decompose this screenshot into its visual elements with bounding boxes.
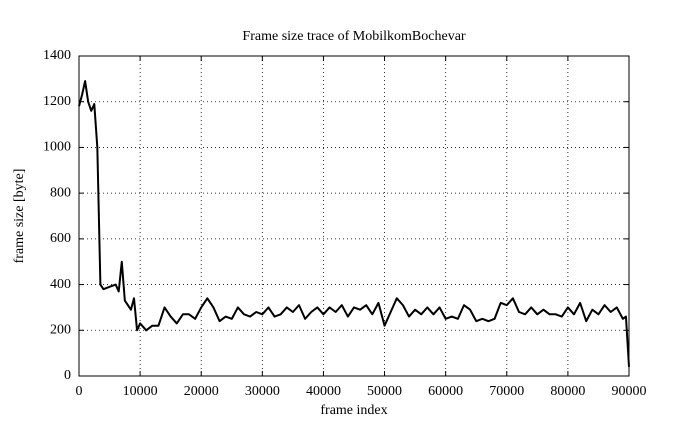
y-tick-label: 0 [64,368,71,383]
x-tick-label: 70000 [489,384,524,399]
data-line [78,80,630,367]
chart-title: Frame size trace of MobilkomBochevar [242,29,465,44]
x-tick-label: 20000 [184,384,219,399]
y-tick-label: 600 [50,231,71,246]
x-tick-label: 0 [76,384,83,399]
y-tick-label: 800 [50,185,71,200]
y-tick-label: 200 [50,323,71,338]
x-tick-label: 90000 [612,384,647,399]
x-axis-label: frame index [320,403,387,418]
x-tick-label: 80000 [550,384,585,399]
x-tick-label: 10000 [123,384,158,399]
x-tick-label: 40000 [306,384,341,399]
x-tick-label: 50000 [367,384,402,399]
y-tick-label: 1400 [43,48,71,63]
y-tick-label: 1000 [43,140,71,155]
y-tick-label: 1200 [43,94,71,109]
y-tick-label: 400 [50,277,71,292]
y-axis-label: frame size [byte] [12,169,27,264]
x-tick-label: 30000 [245,384,280,399]
x-tick-label: 60000 [428,384,463,399]
plot-frame [78,55,630,377]
